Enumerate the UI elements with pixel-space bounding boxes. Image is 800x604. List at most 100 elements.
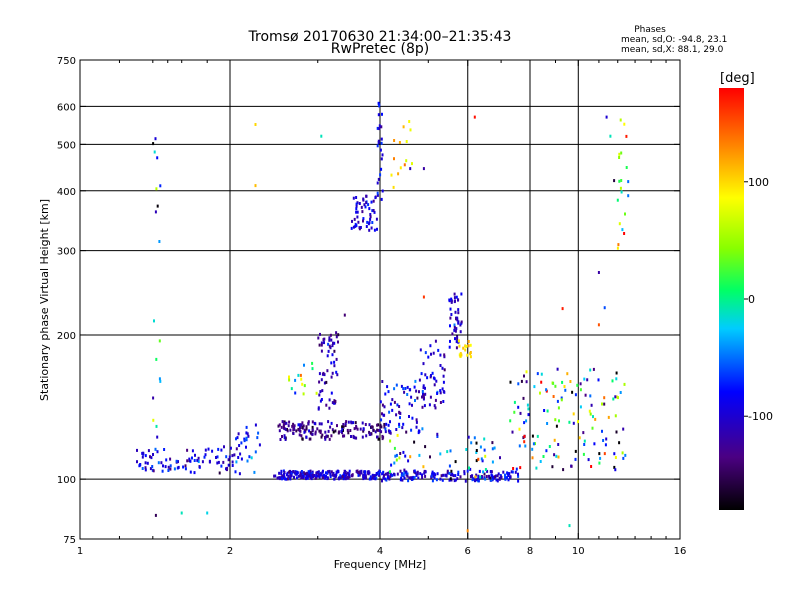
data-point bbox=[361, 210, 364, 214]
data-point bbox=[615, 377, 618, 381]
data-point bbox=[554, 418, 557, 422]
data-point bbox=[619, 186, 622, 190]
data-point bbox=[448, 478, 451, 482]
data-point bbox=[402, 422, 405, 426]
data-point bbox=[136, 448, 138, 452]
data-point bbox=[403, 476, 406, 480]
data-point bbox=[341, 475, 344, 478]
data-point bbox=[455, 340, 458, 344]
data-point bbox=[589, 368, 592, 372]
data-point bbox=[525, 419, 528, 423]
data-point bbox=[386, 471, 389, 475]
data-point bbox=[328, 398, 331, 402]
data-point bbox=[406, 474, 409, 478]
data-point bbox=[540, 380, 543, 384]
data-point bbox=[381, 380, 384, 383]
data-point bbox=[512, 467, 515, 470]
data-point bbox=[358, 202, 361, 205]
data-point bbox=[453, 296, 456, 300]
data-point bbox=[336, 470, 339, 474]
data-point bbox=[424, 392, 427, 396]
data-point bbox=[383, 405, 386, 409]
data-point bbox=[333, 474, 336, 477]
data-point bbox=[624, 212, 626, 216]
data-point bbox=[254, 184, 257, 188]
data-point bbox=[374, 430, 377, 434]
data-point bbox=[475, 478, 478, 482]
data-point bbox=[557, 443, 560, 446]
data-point bbox=[300, 476, 303, 480]
data-point bbox=[404, 387, 407, 390]
y-tick-label: 100 bbox=[57, 475, 76, 486]
data-point bbox=[376, 472, 379, 476]
data-point bbox=[361, 435, 364, 439]
data-point bbox=[579, 382, 582, 386]
data-point bbox=[362, 427, 365, 431]
data-point bbox=[439, 452, 442, 456]
x-tick-label: 10 bbox=[572, 546, 585, 557]
phases-heading: Phases bbox=[634, 25, 666, 35]
data-point bbox=[572, 421, 575, 425]
data-point bbox=[490, 478, 493, 482]
data-point bbox=[454, 337, 456, 341]
data-point bbox=[311, 420, 314, 424]
data-point bbox=[613, 465, 616, 469]
data-point bbox=[605, 437, 608, 441]
data-point bbox=[375, 217, 378, 221]
data-point bbox=[280, 425, 283, 429]
data-point bbox=[469, 352, 472, 356]
data-point bbox=[309, 431, 312, 435]
data-point bbox=[455, 317, 457, 321]
data-point bbox=[391, 408, 394, 412]
data-point bbox=[314, 430, 317, 434]
data-point bbox=[593, 442, 596, 446]
data-point bbox=[587, 458, 590, 462]
data-point bbox=[509, 380, 512, 384]
data-point bbox=[484, 468, 487, 471]
data-point bbox=[428, 403, 431, 407]
data-point bbox=[297, 423, 300, 427]
data-point bbox=[238, 444, 241, 447]
data-point bbox=[420, 372, 423, 376]
data-point bbox=[245, 445, 247, 449]
data-point bbox=[597, 323, 600, 327]
data-point bbox=[566, 372, 569, 376]
data-point bbox=[464, 344, 467, 348]
data-point bbox=[413, 469, 416, 473]
data-point bbox=[330, 361, 333, 365]
data-point bbox=[384, 392, 387, 396]
data-point bbox=[278, 476, 281, 480]
data-point bbox=[287, 424, 290, 428]
data-point bbox=[290, 387, 293, 391]
data-point bbox=[520, 379, 523, 383]
data-point bbox=[293, 475, 295, 479]
data-point bbox=[331, 473, 334, 477]
data-point bbox=[424, 351, 427, 355]
data-point bbox=[603, 452, 606, 456]
data-point bbox=[454, 329, 457, 333]
data-point bbox=[350, 435, 352, 438]
data-point bbox=[430, 374, 432, 377]
data-point bbox=[357, 220, 360, 224]
data-point bbox=[144, 466, 147, 470]
data-point bbox=[465, 448, 468, 451]
data-point bbox=[436, 435, 439, 438]
data-point bbox=[389, 420, 391, 424]
data-point bbox=[430, 352, 432, 356]
data-point bbox=[402, 387, 405, 391]
data-point bbox=[481, 459, 484, 463]
data-point bbox=[146, 461, 149, 465]
data-point bbox=[548, 445, 551, 448]
data-point bbox=[459, 475, 462, 479]
data-point bbox=[453, 292, 456, 296]
data-point bbox=[405, 140, 408, 143]
data-point bbox=[598, 461, 601, 465]
data-point bbox=[307, 474, 310, 478]
data-point bbox=[283, 473, 285, 476]
data-point bbox=[158, 240, 161, 243]
data-point bbox=[378, 124, 381, 128]
data-point bbox=[491, 474, 494, 478]
data-point bbox=[418, 378, 421, 382]
data-point bbox=[415, 425, 418, 429]
data-point bbox=[449, 449, 452, 453]
